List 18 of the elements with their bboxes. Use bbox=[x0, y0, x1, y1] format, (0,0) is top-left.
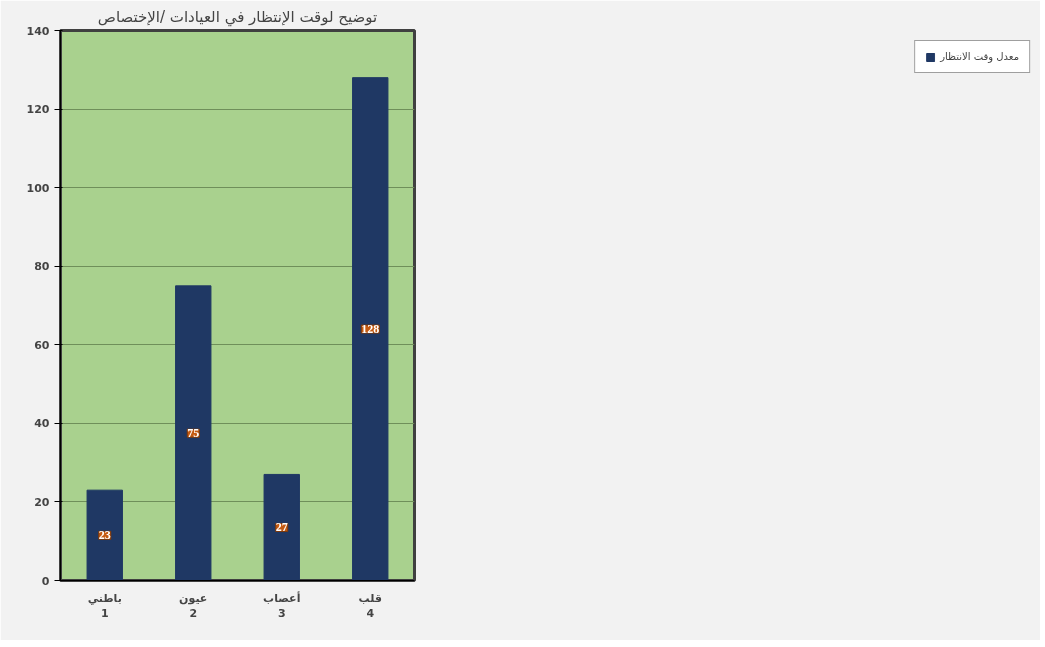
bar bbox=[86, 489, 123, 581]
y-tick-label: 100 bbox=[26, 181, 50, 195]
y-tick-label: 140 bbox=[26, 24, 50, 38]
data-label: 75 bbox=[187, 426, 200, 441]
data-label: 128 bbox=[361, 322, 380, 337]
y-tick-label: 120 bbox=[26, 103, 50, 117]
y-tick-label: 0 bbox=[41, 574, 50, 588]
legend-label: معدل وقت الانتظار bbox=[940, 51, 1019, 62]
data-label: 27 bbox=[275, 520, 288, 535]
bar bbox=[175, 285, 212, 581]
chart-title: توضيح لوقت الإنتظار في العيادات /الإختصاص bbox=[97, 7, 378, 27]
y-tick-label: 80 bbox=[34, 260, 50, 274]
y-tick-label: 40 bbox=[34, 417, 50, 431]
bar bbox=[263, 473, 300, 581]
data-label: 23 bbox=[98, 528, 111, 543]
y-tick-label: 20 bbox=[34, 495, 50, 509]
y-tick-label: 60 bbox=[34, 338, 50, 352]
bar bbox=[352, 77, 389, 581]
